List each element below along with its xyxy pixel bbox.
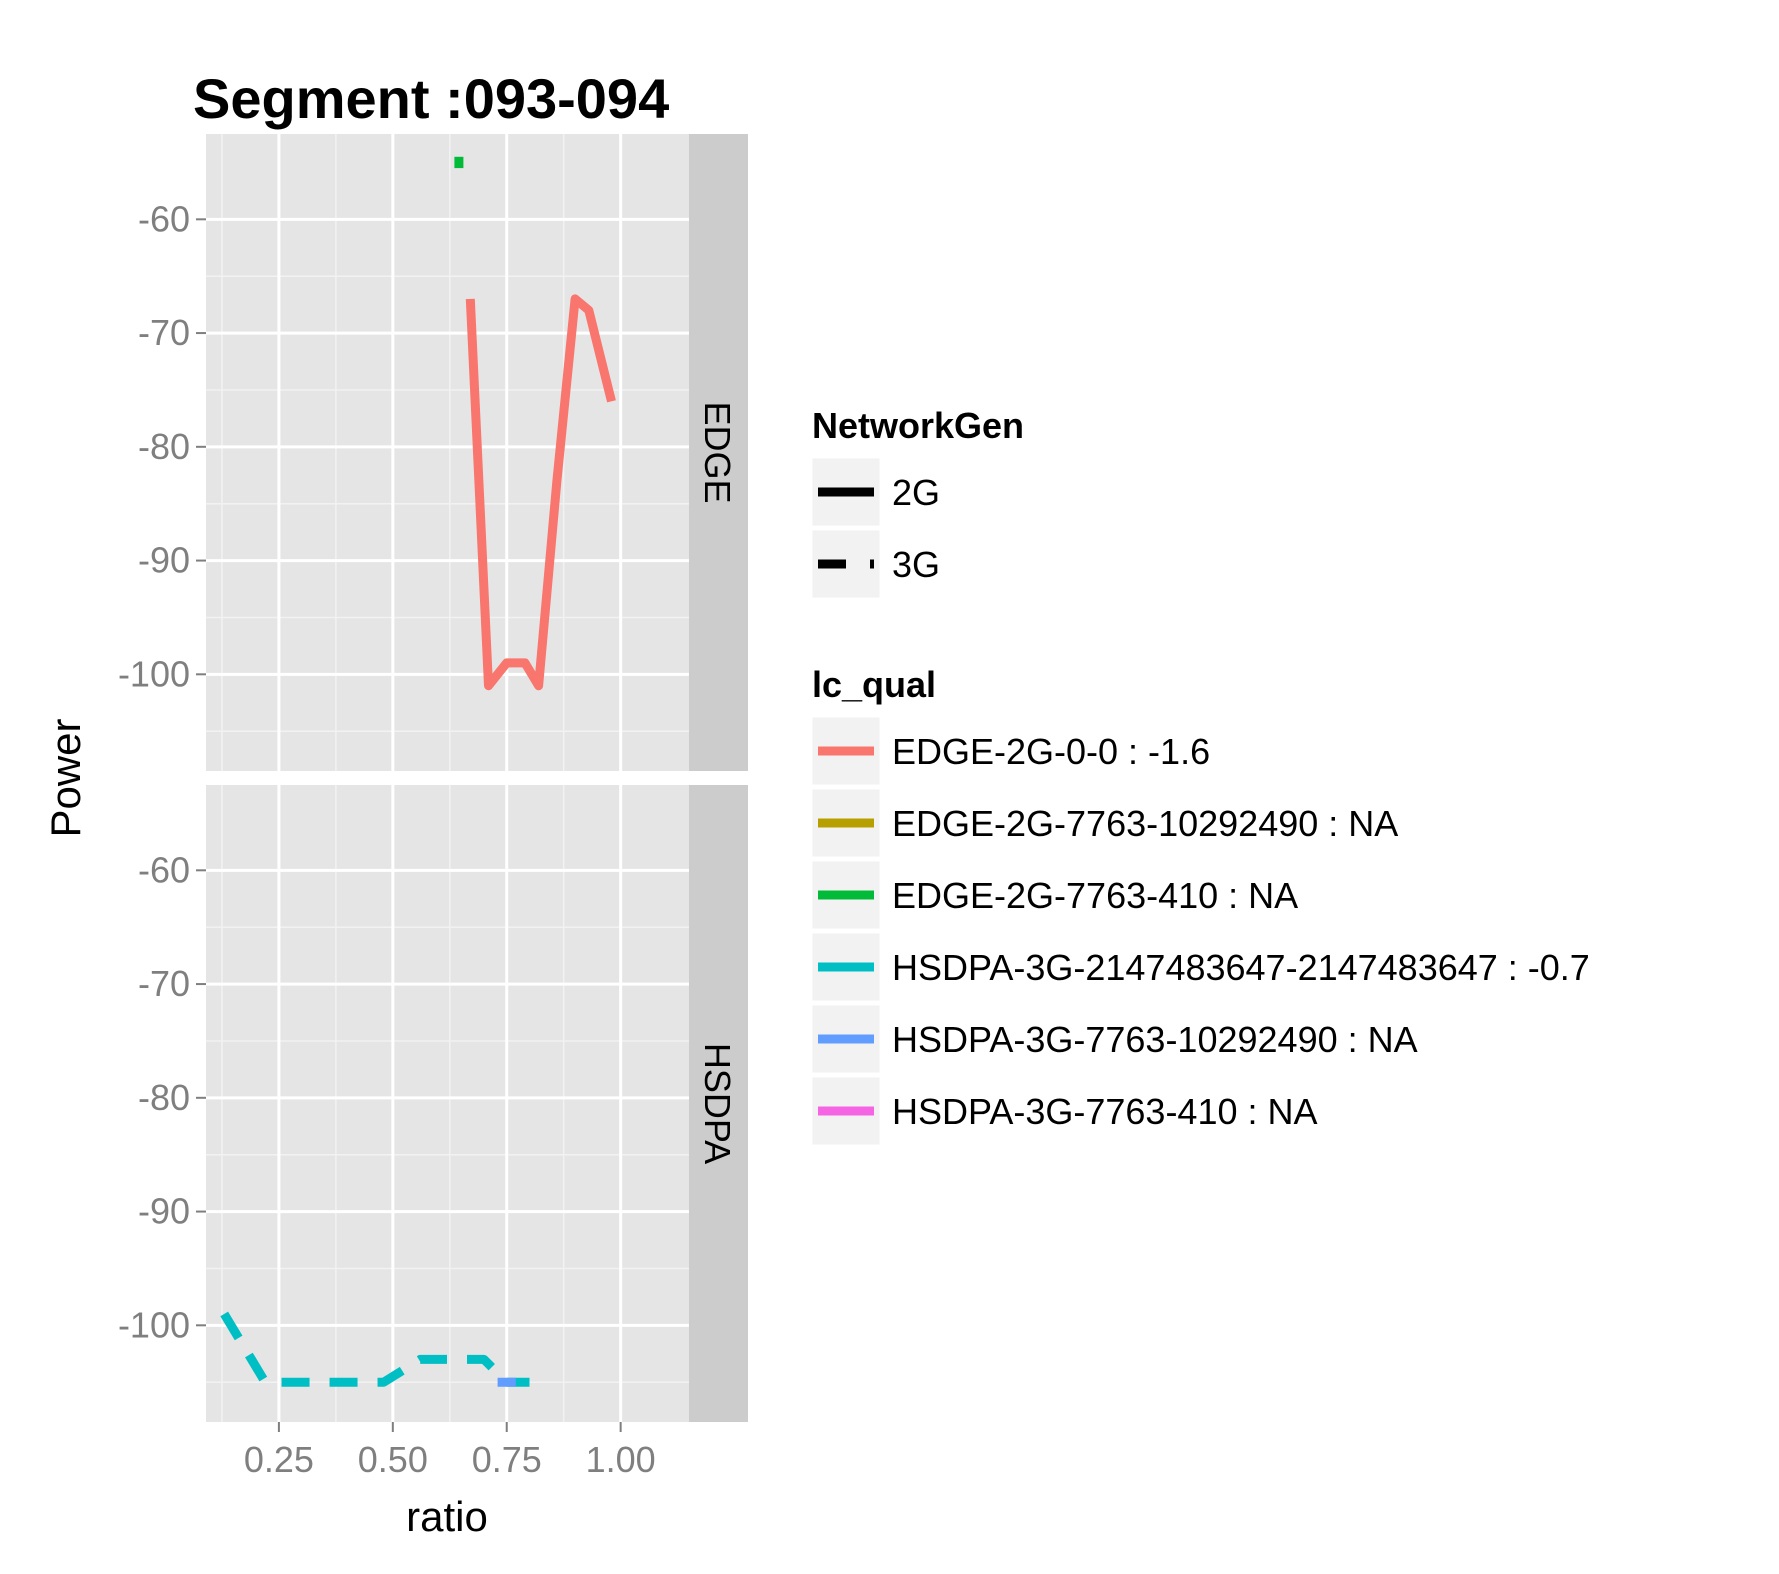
facet-panel-edge: EDGE (206, 134, 748, 771)
y-tick-label: -70 (138, 963, 190, 1004)
y-tick-label: -80 (138, 426, 190, 467)
legend: NetworkGen 2G 3G lc_qual EDGE-2G-0-0 : -1.6 E… (811, 405, 1590, 1146)
x-axis-ticks: 0.25 0.50 0.75 1.00 (244, 1422, 656, 1480)
strip-background-edge (689, 134, 748, 771)
strip-label-edge: EDGE (697, 401, 738, 503)
y-tick-label: -100 (118, 1304, 190, 1345)
legend-label: EDGE-2G-0-0 : -1.6 (892, 731, 1210, 772)
legend-label: 2G (892, 472, 940, 513)
y-tick-label: -90 (138, 540, 190, 581)
grid-hsdpa (206, 785, 689, 1422)
x-tick-label: 0.25 (244, 1439, 314, 1480)
facet-panel-hsdpa: HSDPA (206, 785, 748, 1422)
legend-title: NetworkGen (812, 405, 1024, 446)
legend-label: HSDPA-3G-2147483647-2147483647 : -0.7 (892, 947, 1590, 988)
series-group-edge (454, 156, 616, 691)
strip-background-hsdpa (689, 785, 748, 1422)
y-tick-label: -70 (138, 312, 190, 353)
y-axis-title: Power (42, 718, 89, 837)
x-tick-label: 1.00 (586, 1439, 656, 1480)
x-axis-title: ratio (406, 1493, 488, 1540)
y-tick-label: -100 (118, 653, 190, 694)
legend-label: HSDPA-3G-7763-10292490 : NA (892, 1019, 1418, 1060)
series-line-edge-0 (465, 294, 616, 691)
legend-label: EDGE-2G-7763-10292490 : NA (892, 803, 1398, 844)
y-axis-ticks: -100 -90 -80 -70 -60 -100 -90 -80 -70 -60 (118, 198, 206, 1345)
legend-label: HSDPA-3G-7763-410 : NA (892, 1091, 1318, 1132)
legend-label: 3G (892, 544, 940, 585)
panel-background-hsdpa (206, 785, 689, 1422)
y-tick-label: -60 (138, 198, 190, 239)
y-tick-label: -80 (138, 1077, 190, 1118)
x-tick-label: 0.50 (358, 1439, 428, 1480)
series-line-hsdpa-0 (220, 1311, 530, 1387)
y-tick-label: -90 (138, 1191, 190, 1232)
chart-title: Segment :093-094 (193, 67, 669, 130)
legend-label: EDGE-2G-7763-410 : NA (892, 875, 1298, 916)
series-group-hsdpa (220, 1311, 530, 1387)
y-tick-label: -60 (138, 849, 190, 890)
x-tick-label: 0.75 (472, 1439, 542, 1480)
grid-edge (206, 134, 689, 771)
legend-title: lc_qual (812, 664, 936, 705)
panel-background-edge (206, 134, 689, 771)
strip-label-hsdpa: HSDPA (697, 1043, 738, 1164)
